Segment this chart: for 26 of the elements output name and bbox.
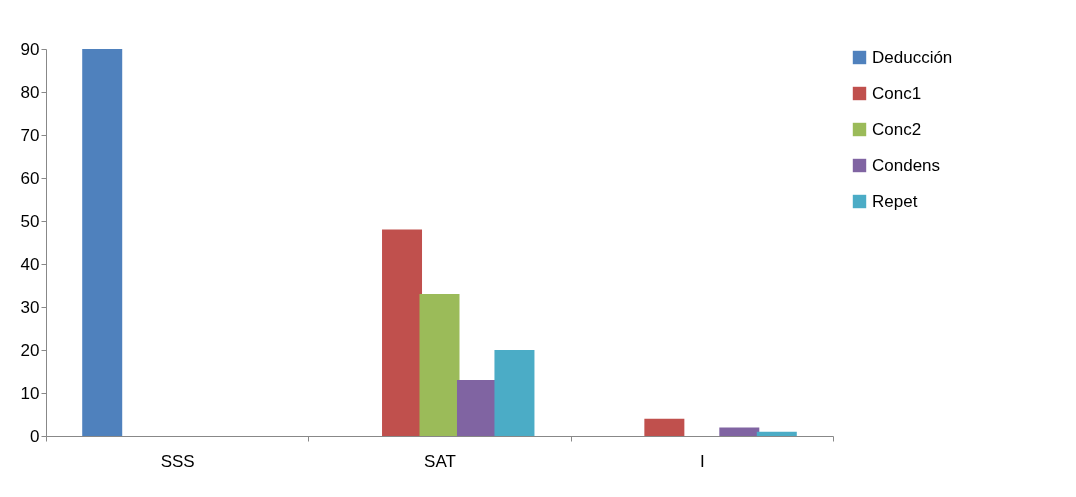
bar [456,380,497,436]
bar [82,49,123,436]
y-tick-label: 90 [20,39,40,59]
x-tick-label: SSS [160,451,195,471]
y-tick-label: 20 [20,340,40,360]
bar [382,229,423,436]
y-tick-label: 0 [30,426,40,446]
legend-label: Conc1 [872,83,922,103]
y-tick-label: 30 [20,297,40,317]
bar [719,427,760,436]
legend-label: Condens [872,155,941,175]
y-tick-label: 60 [20,168,40,188]
legend-label: Repet [872,191,918,211]
legend-label: Conc2 [872,119,922,139]
bar [419,294,460,436]
legend-label: Deducción [872,47,953,67]
x-tick-label: I [699,451,705,471]
y-tick-label: 40 [20,254,40,274]
x-tick-label: SAT [424,451,456,471]
y-tick-label: 80 [20,82,40,102]
y-tick-label: 50 [20,211,40,231]
y-tick-label: 10 [20,383,40,403]
bar [644,418,685,436]
bar [756,431,797,436]
y-tick-label: 70 [20,125,40,145]
bar [494,350,535,436]
